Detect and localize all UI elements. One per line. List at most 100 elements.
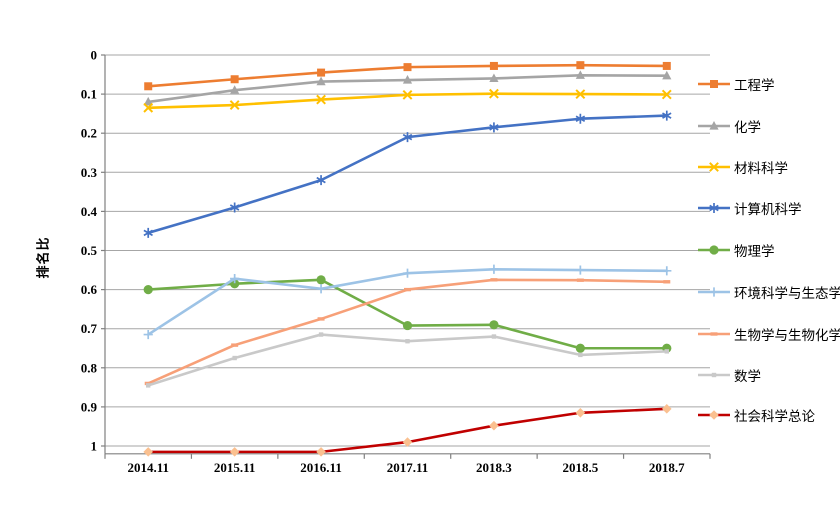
marker-plus: [402, 268, 413, 278]
legend-label: 计算机科学: [734, 202, 802, 217]
marker-triangle: [489, 73, 499, 83]
x-tick-label: 2018.5: [562, 460, 598, 475]
marker-circle: [575, 343, 585, 353]
legend-label: 数学: [734, 369, 761, 384]
legend-marker-square-icon: [698, 80, 730, 88]
y-tick-label: 0.6: [81, 282, 98, 297]
legend-marker-diamond-icon: [698, 410, 730, 420]
marker-dash: [710, 332, 718, 336]
marker-triangle: [662, 70, 672, 80]
legend-marker-dash-icon: [698, 332, 730, 336]
x-tick-label: 2016.11: [300, 460, 342, 475]
legend-label: 工程学: [734, 78, 775, 93]
marker-asterisk: [402, 132, 413, 143]
legend-marker-circle-icon: [698, 245, 730, 255]
series-materials-science: [143, 88, 672, 113]
y-tick-label: 0.2: [81, 126, 97, 141]
marker-diamond: [661, 404, 672, 414]
marker-asterisk: [143, 227, 153, 238]
marker-diamond: [316, 447, 326, 457]
series-mathematics: [146, 332, 669, 388]
marker-circle: [143, 285, 153, 295]
marker-dash: [490, 278, 498, 282]
legend-item-physics: 物理学: [698, 240, 775, 260]
legend-marker-x-icon: [698, 162, 730, 172]
marker-x: [316, 94, 326, 105]
legend-item-social-sciences-general: 社会科学总论: [698, 405, 815, 425]
marker-circle: [402, 320, 413, 331]
marker-triangle: [230, 85, 240, 94]
marker-x: [402, 89, 413, 100]
marker-triangle: [709, 121, 719, 130]
legend-marker-asterisk-icon: [698, 203, 730, 213]
marker-square: [230, 75, 239, 84]
marker-small-square: [578, 352, 583, 358]
marker-small-square: [491, 334, 497, 339]
marker-asterisk: [229, 202, 240, 213]
marker-diamond: [709, 410, 719, 420]
marker-x: [143, 102, 154, 113]
marker-x: [575, 89, 586, 100]
marker-asterisk: [662, 110, 672, 121]
marker-small-square: [232, 355, 237, 361]
y-tick-label: 0.8: [81, 360, 98, 375]
series-chemistry: [143, 70, 672, 106]
marker-asterisk: [489, 122, 499, 133]
legend-marker-plus-icon: [698, 287, 730, 297]
marker-diamond: [402, 437, 413, 447]
marker-plus: [230, 274, 240, 284]
marker-dash: [317, 317, 325, 321]
legend-label: 环境科学与生态学: [734, 286, 840, 301]
legend-marker-small-square-icon: [698, 372, 730, 378]
legend-label: 社会科学总论: [734, 409, 815, 424]
legend-label: 生物学与生物化学: [734, 328, 840, 343]
marker-plus: [575, 265, 585, 275]
marker-square: [576, 61, 585, 70]
series-computer-science: [143, 110, 672, 238]
marker-x: [489, 88, 499, 99]
marker-x: [661, 89, 672, 100]
marker-x: [229, 100, 240, 110]
legend-item-chemistry: 化学: [698, 116, 761, 136]
x-tick-label: 2018.7: [649, 460, 685, 475]
marker-plus: [662, 266, 672, 276]
marker-square: [662, 61, 671, 70]
marker-asterisk: [575, 113, 586, 124]
marker-diamond: [229, 447, 240, 457]
legend-marker-triangle-icon: [698, 121, 730, 130]
marker-small-square: [711, 372, 717, 378]
y-tick-label: 0.5: [81, 243, 98, 258]
marker-square: [144, 82, 153, 91]
x-tick-label: 2017.11: [387, 460, 429, 475]
y-axis-title: 排名比: [35, 236, 51, 279]
legend-item-biology-biochemistry: 生物学与生物化学: [698, 324, 840, 344]
marker-circle: [709, 245, 719, 255]
legend-item-mathematics: 数学: [698, 365, 761, 385]
y-tick-label: 0.1: [81, 87, 97, 102]
y-tick-label: 1: [91, 439, 98, 454]
legend-item-environmental-science-ecology: 环境科学与生态学: [698, 282, 840, 302]
marker-dash: [663, 280, 671, 284]
marker-square: [710, 80, 718, 88]
marker-circle: [316, 275, 326, 285]
legend-item-materials-science: 材料科学: [698, 157, 788, 177]
axes: [101, 54, 711, 459]
legend-label: 物理学: [734, 244, 775, 259]
marker-plus: [316, 284, 326, 294]
series-biology-biochemistry: [144, 278, 671, 386]
marker-triangle: [575, 70, 585, 79]
legend-label: 材料科学: [734, 161, 788, 176]
y-tick-label: 0.7: [81, 321, 98, 336]
y-tick-label: 0.3: [81, 165, 98, 180]
legend-label: 化学: [734, 120, 761, 135]
y-tick-label: 0.9: [81, 399, 98, 414]
marker-dash: [404, 287, 411, 292]
x-tick-label: 2018.3: [476, 460, 512, 475]
y-tick-label: 0.4: [81, 204, 98, 219]
marker-small-square: [405, 339, 410, 344]
marker-dash: [576, 278, 584, 282]
legend-item-computer-science: 计算机科学: [698, 198, 802, 218]
marker-plus: [709, 287, 719, 297]
